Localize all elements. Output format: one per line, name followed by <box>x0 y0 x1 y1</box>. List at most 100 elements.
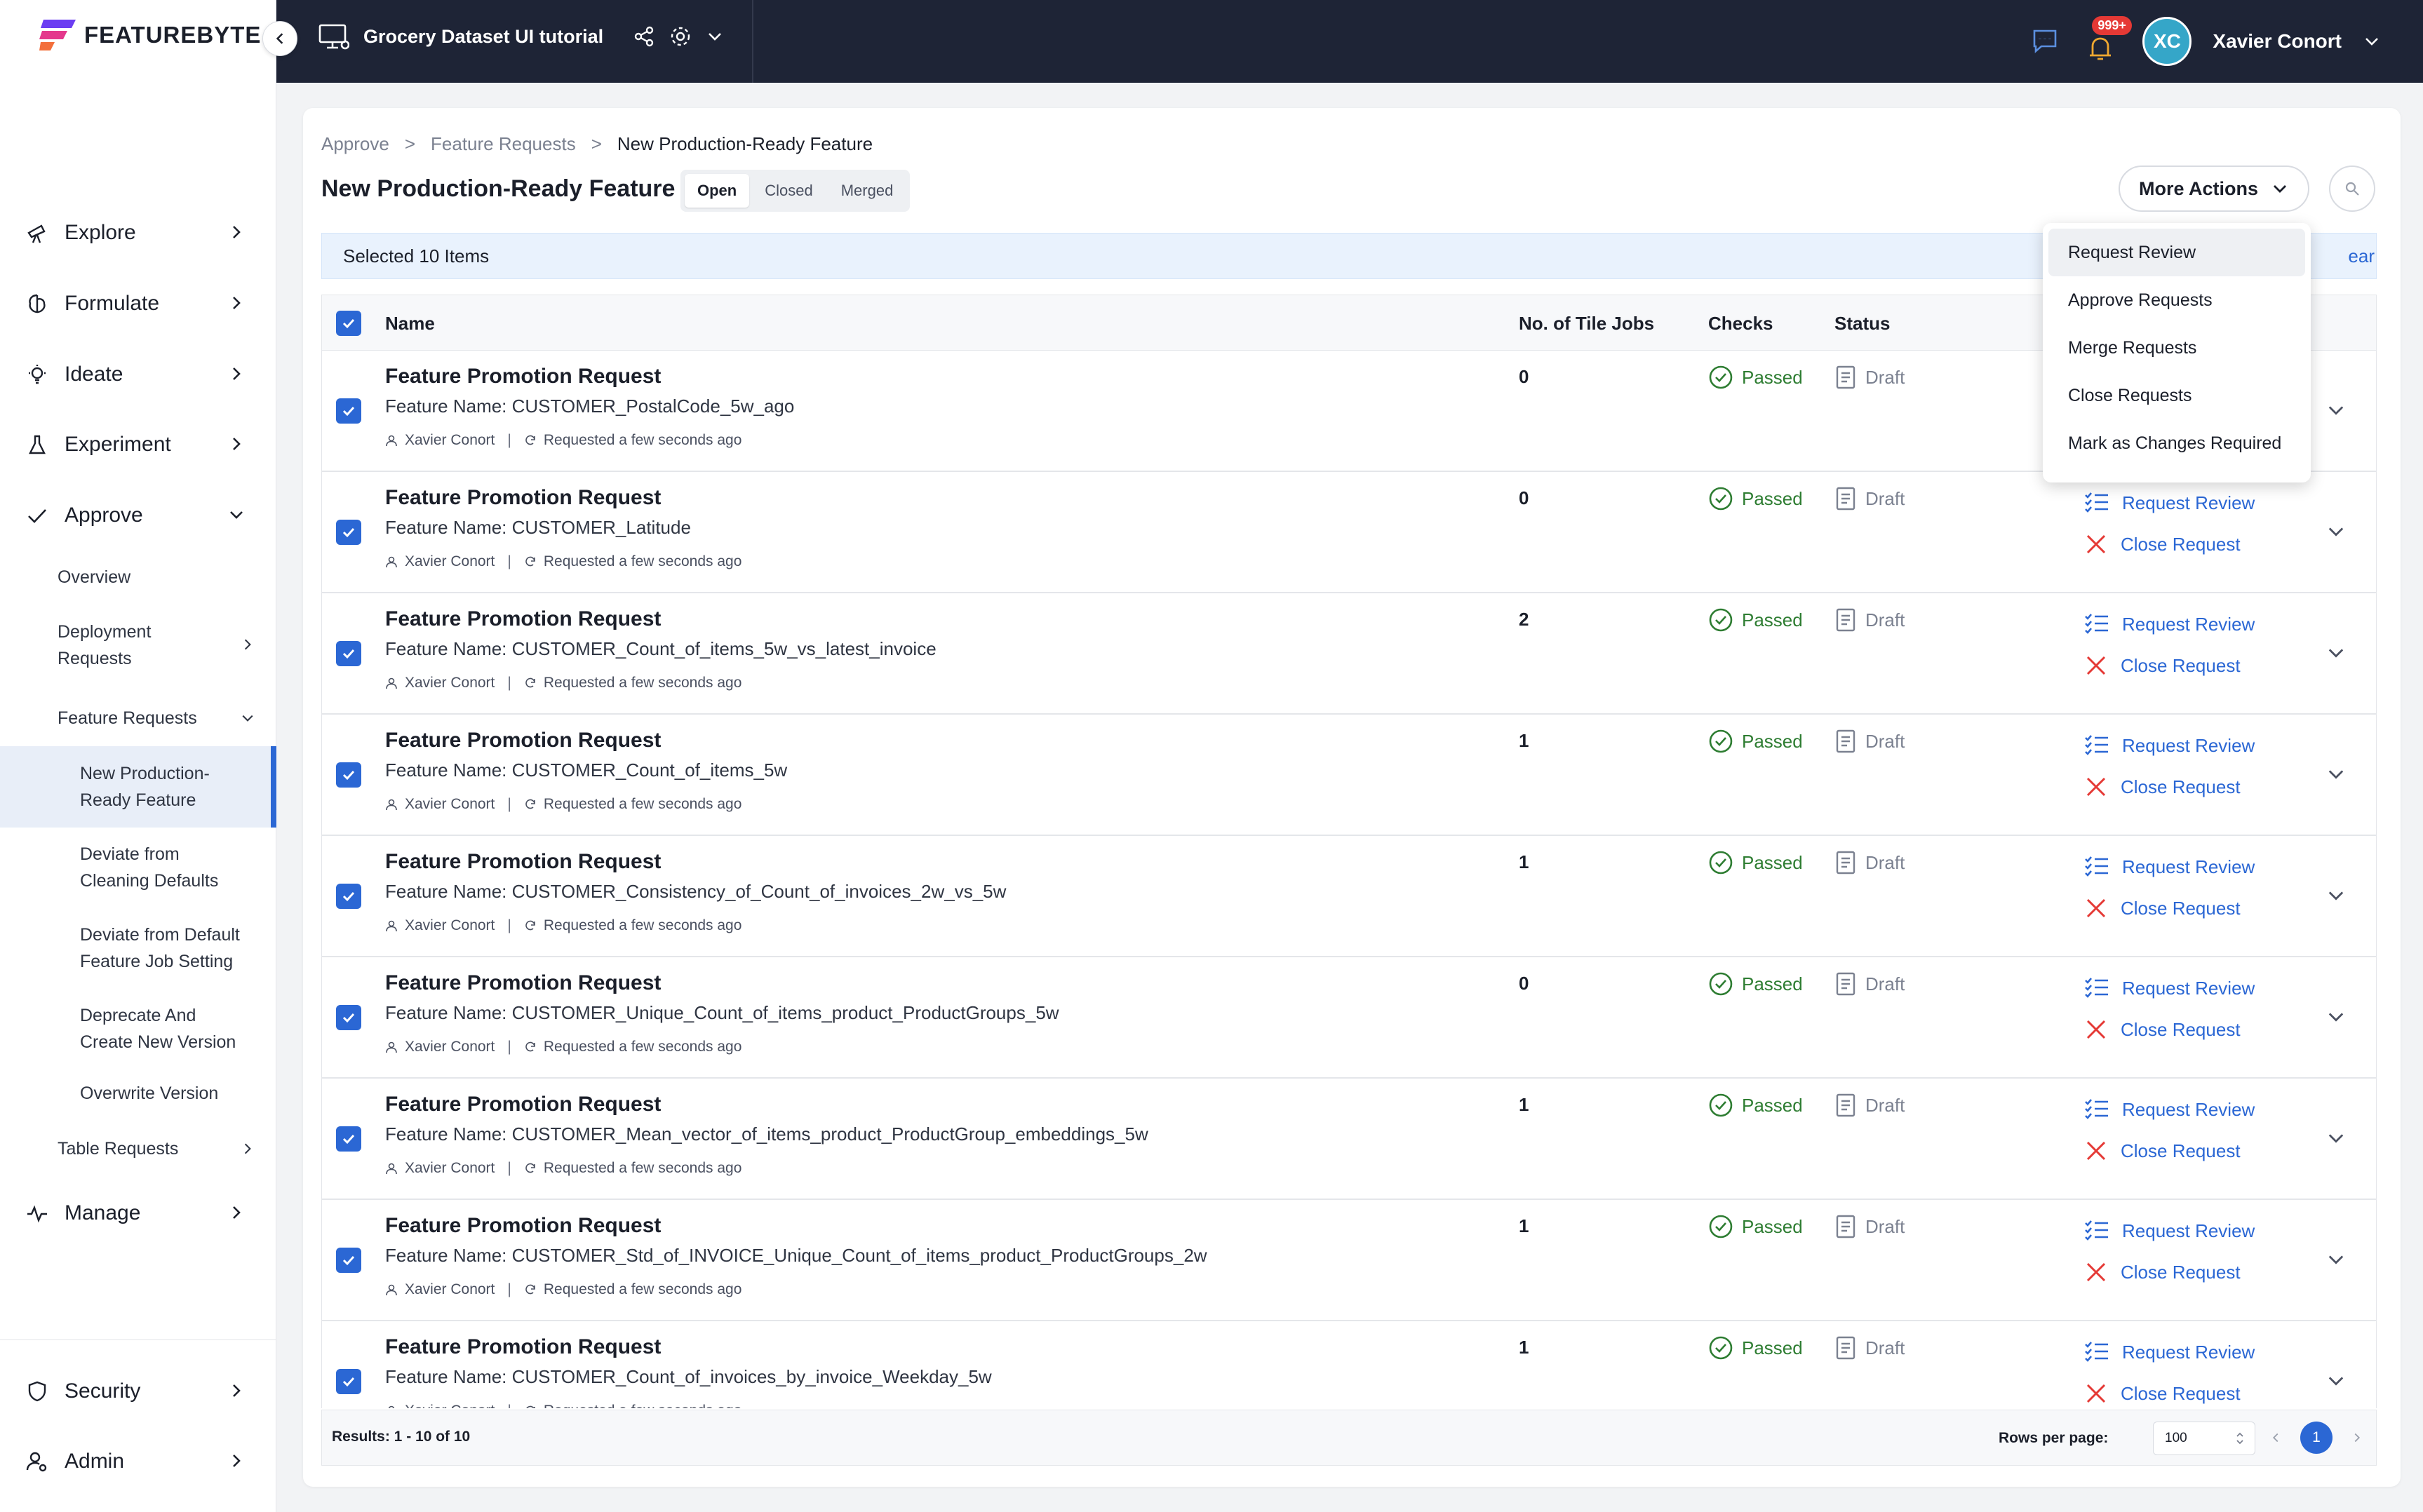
sidebar-sub-overwrite-version[interactable]: Overwrite Version <box>0 1079 276 1108</box>
close-request-action[interactable]: Close Request <box>2084 1382 2241 1405</box>
tab-closed[interactable]: Closed <box>765 182 813 199</box>
menu-item-mark-changes-required[interactable]: Mark as Changes Required <box>2068 433 2282 453</box>
expand-row-icon[interactable] <box>2325 885 2347 906</box>
column-header-jobs[interactable]: No. of Tile Jobs <box>1519 312 1655 334</box>
sidebar-sub-deprecate[interactable]: Deprecate And Create New Version <box>0 999 276 1058</box>
request-review-action[interactable]: Request Review <box>2084 734 2255 757</box>
sidebar-sub-deviate-job-setting[interactable]: Deviate from Default Feature Job Setting <box>0 919 276 978</box>
close-request-action[interactable]: Close Request <box>2084 1018 2241 1041</box>
select-all-checkbox[interactable] <box>336 295 361 351</box>
sidebar-item-security[interactable]: Security <box>0 1363 276 1419</box>
close-request-action[interactable]: Close Request <box>2084 1260 2241 1284</box>
sidebar-item-ideate[interactable]: Ideate <box>0 346 276 403</box>
search-button[interactable] <box>2329 166 2375 212</box>
breadcrumb-approve[interactable]: Approve <box>321 133 389 154</box>
row-checkbox[interactable] <box>336 762 361 788</box>
rows-per-page-select[interactable]: 100 <box>2153 1422 2255 1455</box>
column-header-checks[interactable]: Checks <box>1708 312 1773 334</box>
row-checkbox[interactable] <box>336 641 361 666</box>
table-row[interactable]: Feature Promotion Request Feature Name: … <box>321 836 2377 957</box>
sidebar-item-explore[interactable]: Explore <box>0 205 276 261</box>
close-request-action[interactable]: Close Request <box>2084 896 2241 920</box>
row-checkbox[interactable] <box>336 1248 361 1273</box>
sidebar-item-formulate[interactable]: Formulate <box>0 276 276 332</box>
chevron-down-icon[interactable] <box>2363 32 2381 50</box>
expand-row-icon[interactable] <box>2325 400 2347 421</box>
expand-row-icon[interactable] <box>2325 1249 2347 1270</box>
sidebar-item-admin[interactable]: Admin <box>0 1433 276 1490</box>
table-row[interactable]: Feature Promotion Request Feature Name: … <box>321 1200 2377 1321</box>
sidebar-sub-deviate-cleaning[interactable]: Deviate from Cleaning Defaults <box>0 838 276 897</box>
request-title[interactable]: Feature Promotion Request <box>385 486 662 509</box>
chat-icon[interactable] <box>2032 28 2058 55</box>
request-title[interactable]: Feature Promotion Request <box>385 607 662 630</box>
menu-item-request-review[interactable]: Request Review <box>2048 229 2305 276</box>
table-row[interactable]: Feature Promotion Request Feature Name: … <box>321 1321 2377 1408</box>
more-actions-button[interactable]: More Actions <box>2119 166 2309 212</box>
table-row[interactable]: Feature Promotion Request Feature Name: … <box>321 593 2377 715</box>
request-title[interactable]: Feature Promotion Request <box>385 365 662 388</box>
row-checkbox[interactable] <box>336 398 361 424</box>
row-checkbox[interactable] <box>336 1005 361 1030</box>
request-review-action[interactable]: Request Review <box>2084 977 2255 999</box>
request-title[interactable]: Feature Promotion Request <box>385 729 662 752</box>
table-row[interactable]: Feature Promotion Request Feature Name: … <box>321 715 2377 836</box>
sidebar-sub-new-production-ready-feature[interactable]: New Production- Ready Feature <box>0 746 276 828</box>
avatar[interactable]: XC <box>2142 17 2192 66</box>
request-review-action[interactable]: Request Review <box>2084 1220 2255 1242</box>
sidebar-collapse-button[interactable] <box>262 21 297 56</box>
request-title[interactable]: Feature Promotion Request <box>385 1335 662 1358</box>
sidebar-item-experiment[interactable]: Experiment <box>0 417 276 473</box>
column-header-name[interactable]: Name <box>385 312 435 334</box>
notifications-button[interactable]: 999+ <box>2079 16 2132 62</box>
sidebar-item-manage[interactable]: Manage <box>0 1185 276 1241</box>
request-review-action[interactable]: Request Review <box>2084 613 2255 635</box>
sidebar-item-approve[interactable]: Approve <box>0 487 276 544</box>
sidebar-sub-table-requests[interactable]: Table Requests <box>0 1134 276 1163</box>
menu-item-approve-requests[interactable]: Approve Requests <box>2068 290 2213 310</box>
table-row[interactable]: Feature Promotion Request Feature Name: … <box>321 351 2377 472</box>
table-row[interactable]: Feature Promotion Request Feature Name: … <box>321 472 2377 593</box>
share-icon[interactable] <box>633 25 655 48</box>
expand-row-icon[interactable] <box>2325 1370 2347 1391</box>
clear-selection-link[interactable]: ear <box>2348 245 2375 266</box>
request-title[interactable]: Feature Promotion Request <box>385 971 662 994</box>
menu-item-close-requests[interactable]: Close Requests <box>2068 385 2192 405</box>
tab-merged[interactable]: Merged <box>840 182 894 199</box>
column-header-status[interactable]: Status <box>1834 312 1891 334</box>
brand-logo[interactable]: FEATUREBYTE <box>39 17 261 53</box>
expand-row-icon[interactable] <box>2325 521 2347 542</box>
expand-row-icon[interactable] <box>2325 764 2347 785</box>
sidebar-sub-deployment-requests[interactable]: Deployment Requests <box>0 616 276 675</box>
tab-open[interactable]: Open <box>685 174 750 208</box>
chevron-down-icon[interactable] <box>706 27 724 46</box>
expand-row-icon[interactable] <box>2325 642 2347 663</box>
row-checkbox[interactable] <box>336 1126 361 1152</box>
request-title[interactable]: Feature Promotion Request <box>385 1214 662 1237</box>
prev-page-icon[interactable] <box>2269 1431 2282 1444</box>
request-title[interactable]: Feature Promotion Request <box>385 850 662 873</box>
request-review-action[interactable]: Request Review <box>2084 1341 2255 1363</box>
close-request-action[interactable]: Close Request <box>2084 775 2241 799</box>
request-title[interactable]: Feature Promotion Request <box>385 1093 662 1116</box>
row-checkbox[interactable] <box>336 884 361 909</box>
gear-icon[interactable] <box>669 25 692 48</box>
page-number-button[interactable]: 1 <box>2300 1422 2333 1454</box>
expand-row-icon[interactable] <box>2325 1006 2347 1027</box>
table-row[interactable]: Feature Promotion Request Feature Name: … <box>321 957 2377 1079</box>
close-request-action[interactable]: Close Request <box>2084 532 2241 556</box>
close-request-action[interactable]: Close Request <box>2084 654 2241 677</box>
request-review-action[interactable]: Request Review <box>2084 1098 2255 1121</box>
sidebar-sub-overview[interactable]: Overview <box>0 562 276 592</box>
request-review-action[interactable]: Request Review <box>2084 492 2255 514</box>
breadcrumb-feature-requests[interactable]: Feature Requests <box>431 133 576 154</box>
close-request-action[interactable]: Close Request <box>2084 1139 2241 1163</box>
menu-item-merge-requests[interactable]: Merge Requests <box>2068 337 2197 358</box>
request-review-action[interactable]: Request Review <box>2084 856 2255 878</box>
project-selector[interactable]: Grocery Dataset UI tutorial <box>318 22 724 50</box>
expand-row-icon[interactable] <box>2325 1128 2347 1149</box>
table-row[interactable]: Feature Promotion Request Feature Name: … <box>321 1079 2377 1200</box>
sidebar-sub-feature-requests[interactable]: Feature Requests <box>0 703 276 733</box>
next-page-icon[interactable] <box>2351 1431 2363 1444</box>
user-name[interactable]: Xavier Conort <box>2213 30 2342 52</box>
